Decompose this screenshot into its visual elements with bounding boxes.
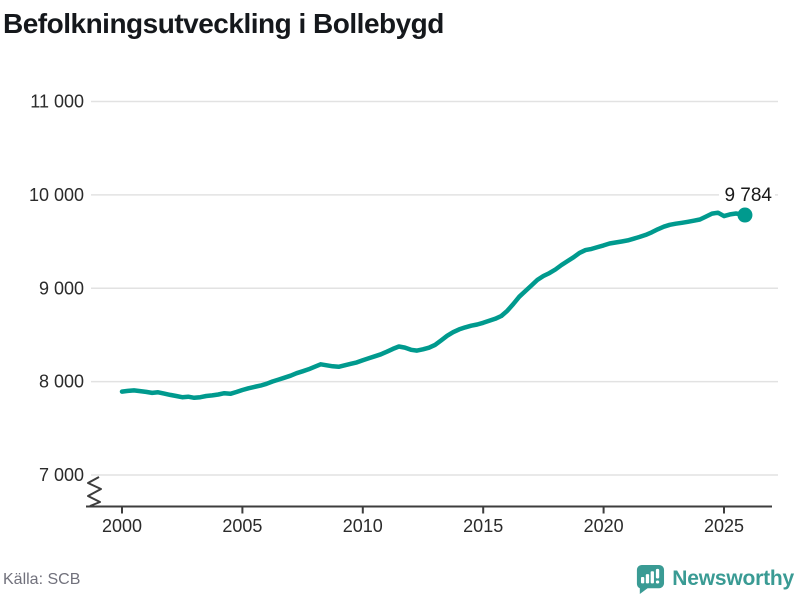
- y-tick-label: 11 000: [30, 92, 84, 112]
- page-title: Befolkningsutveckling i Bollebygd: [3, 8, 444, 39]
- x-tick-label: 2000: [102, 516, 142, 536]
- y-tick-label: 8 000: [39, 372, 84, 392]
- newsworthy-logo-icon: [637, 564, 665, 594]
- latest-value-label-bg: [719, 184, 775, 203]
- speech-bubble-shape: [637, 564, 665, 594]
- axis-break-icon: [87, 476, 102, 507]
- y-tick-label: 9 000: [39, 278, 84, 298]
- x-tick-label: 2005: [222, 516, 262, 536]
- population-line: [119, 210, 748, 401]
- brand-name-label: Newsworthy: [672, 566, 794, 590]
- bar-chart-glyph: [641, 568, 660, 584]
- y-tick-label: 10 000: [29, 185, 84, 205]
- x-tick-label: 2010: [343, 516, 383, 536]
- x-tick-label: 2025: [704, 516, 744, 536]
- latest-point-marker: [737, 207, 753, 223]
- x-tick-label: 2015: [463, 516, 503, 536]
- x-tick-label: 2020: [584, 516, 624, 536]
- y-tick-label: 7 000: [39, 465, 84, 485]
- latest-value-label: 9 784: [724, 185, 772, 206]
- source-label: Källa: SCB: [3, 571, 81, 588]
- newsworthy-brand: Newsworthy: [634, 563, 794, 594]
